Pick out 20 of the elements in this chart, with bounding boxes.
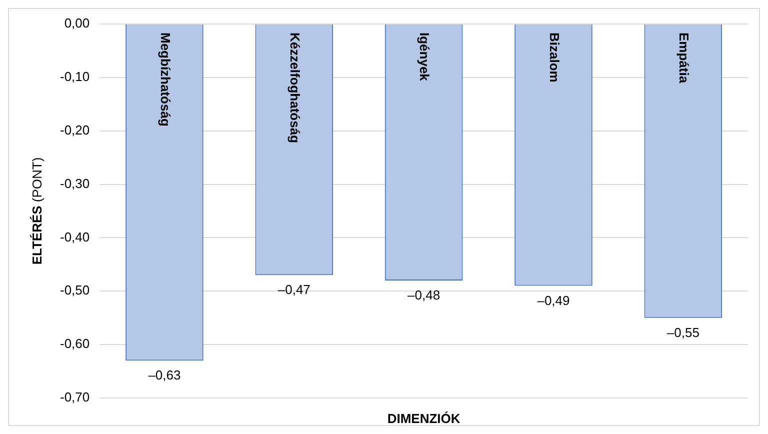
- y-axis-title: ELTÉRÉS (PONT): [30, 157, 45, 265]
- y-tick-label: 0,00: [64, 16, 90, 31]
- data-label: –0,48: [408, 288, 440, 303]
- x-tick-label: Igények: [417, 32, 432, 82]
- x-tick-label: Megbízhatóság: [158, 32, 173, 126]
- data-label: –0,63: [148, 368, 181, 383]
- y-tick-label: -0,10: [60, 69, 90, 84]
- y-tick-label: -0,30: [60, 176, 90, 191]
- y-tick-label: -0,70: [60, 390, 90, 405]
- x-tick-label: Bizalom: [546, 32, 562, 82]
- data-label: –0,55: [666, 324, 700, 340]
- y-tick-label: -0,20: [60, 122, 90, 138]
- x-tick-label: Kézzelfoghatóság: [288, 32, 303, 144]
- y-tick-label: -0,60: [60, 336, 90, 352]
- y-tick-label: -0,40: [60, 229, 90, 244]
- data-label: –0,49: [537, 292, 570, 308]
- y-tick-label: -0,50: [60, 282, 90, 298]
- x-axis-title: DIMENZIÓK: [387, 411, 461, 426]
- data-label: –0,47: [278, 282, 310, 298]
- x-tick-label: Empátia: [676, 32, 692, 84]
